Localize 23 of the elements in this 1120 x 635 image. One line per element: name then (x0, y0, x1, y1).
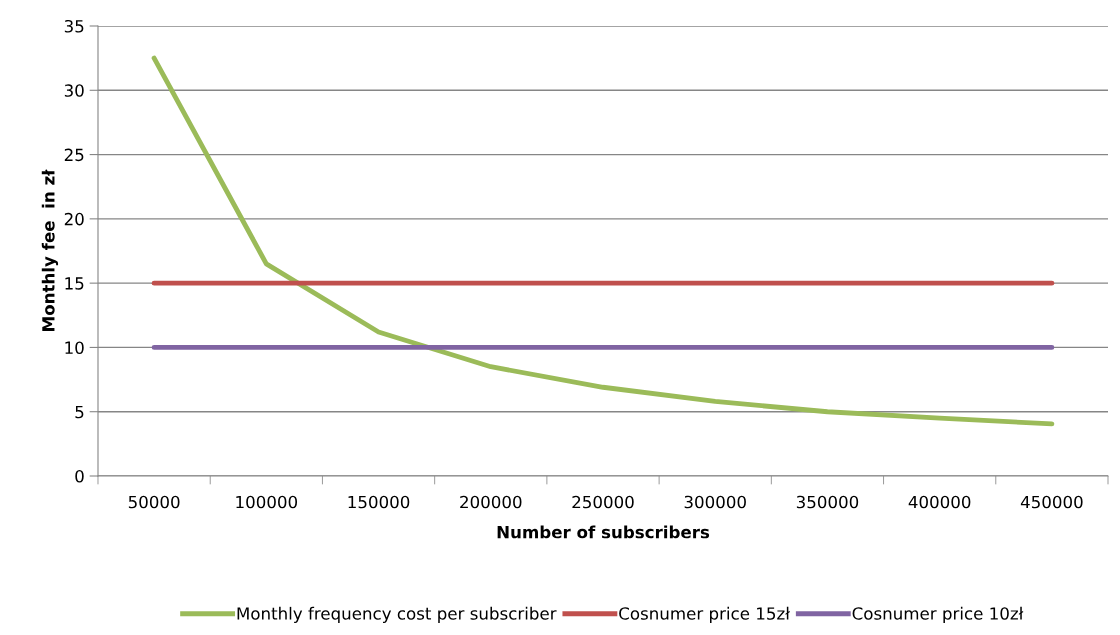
x-tick-label: 400000 (908, 495, 971, 509)
y-tick-label: 30 (64, 84, 84, 97)
x-tick-label: 50000 (128, 495, 180, 509)
y-tick-label: 10 (65, 341, 84, 354)
x-tick-label: 150000 (348, 495, 410, 509)
y-tick-label: 35 (64, 19, 84, 33)
x-tick-label: 250000 (572, 495, 634, 509)
y-tick-label: 0 (75, 469, 84, 483)
legend-label: Cosnumer price 10zł (852, 606, 1024, 623)
x-tick-label: 200000 (460, 495, 522, 509)
legend-label: Monthly frequency cost per subscriber (237, 606, 557, 623)
x-tick-label: 350000 (796, 495, 859, 509)
y-tick-label: 25 (64, 148, 84, 162)
x-axis-title: Number of subscribers (497, 525, 710, 539)
x-tick-label: 300000 (684, 495, 746, 509)
x-tick-label: 450000 (1020, 495, 1083, 509)
legend-label: Cosnumer price 15zł (619, 606, 790, 623)
line-series (151, 55, 1055, 427)
y-tick-label: 5 (75, 405, 84, 419)
y-tick-label: 15 (65, 277, 84, 290)
x-tick-label: 100000 (236, 495, 298, 509)
y-axis-title: Monthly fee in zł (41, 169, 59, 331)
y-tick-label: 20 (64, 212, 84, 226)
